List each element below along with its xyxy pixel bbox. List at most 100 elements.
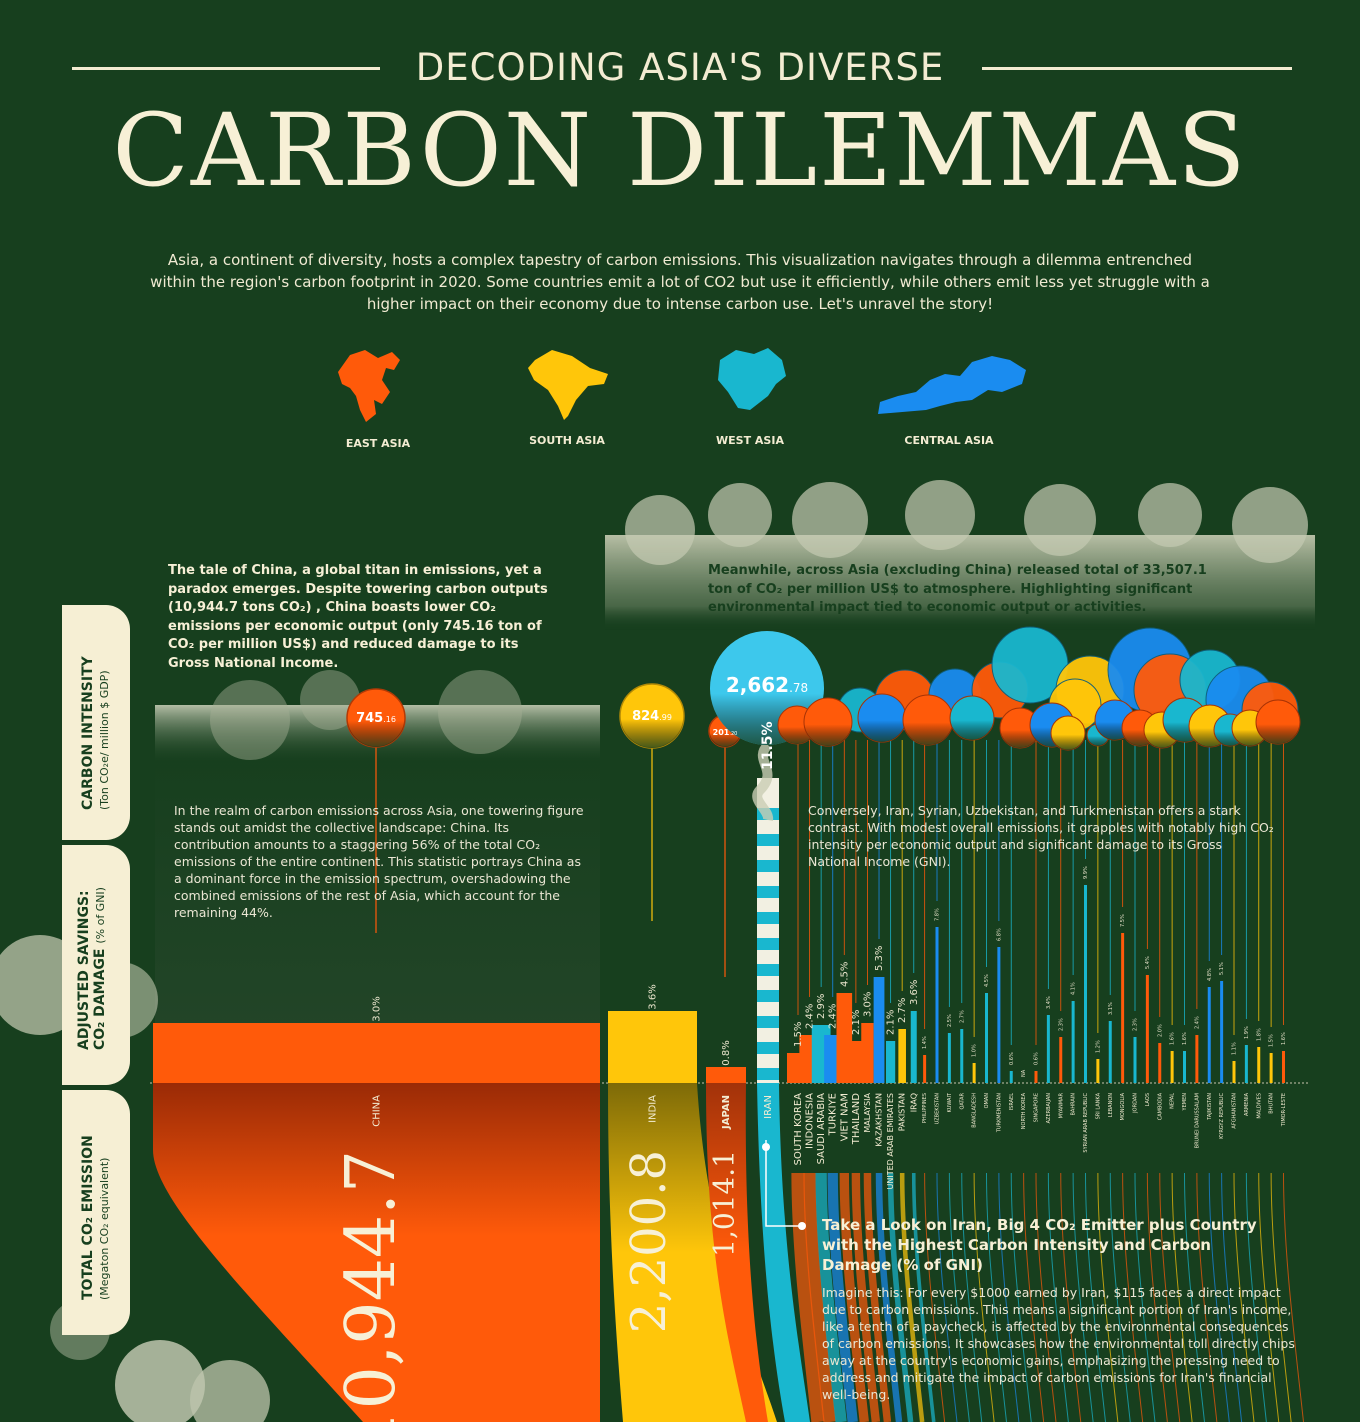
region-label-west: WEST ASIA	[716, 434, 784, 447]
iran-stack-stripe	[757, 912, 779, 924]
central-asia-map-icon	[878, 356, 1026, 414]
damage-bar-afghanistan	[1232, 1061, 1236, 1083]
east-asia-map-icon	[338, 350, 400, 422]
region-legend	[338, 348, 1026, 422]
country-name-afghanistan: AFGHANISTAN	[1232, 1093, 1238, 1129]
country-name-israel: ISRAEL	[1009, 1093, 1015, 1110]
country-name-bhutan: BHUTAN	[1269, 1093, 1275, 1114]
damage-label-azerbaijan: 3.4%	[1046, 996, 1052, 1009]
country-name-philippines: PHILIPPINES	[922, 1093, 928, 1123]
title-rule-right	[982, 67, 1292, 70]
damage-bar-syrian-arab-republic	[1084, 885, 1087, 1083]
total-flow-malaysia	[863, 1172, 892, 1422]
damage-bar-bangladesh	[972, 1063, 976, 1083]
total-flow-pakistan	[899, 1172, 925, 1422]
damage-label-bahrain: 4.1%	[1071, 982, 1077, 995]
country-name-cambodia: CAMBODIA	[1157, 1092, 1163, 1120]
country-name-brunei-darussalam: BRUNEI DARUSSALAM	[1194, 1093, 1200, 1148]
china-tale-text: The tale of China, a global titan in emi…	[168, 563, 548, 671]
china-share-text: In the realm of carbon emissions across …	[174, 803, 584, 920]
side-tab-intensity-title: CARBON INTENSITY	[80, 656, 96, 810]
damage-bar-india	[608, 1011, 697, 1083]
total-flow-uzbekistan	[936, 1172, 958, 1422]
iran-callout-dot	[798, 1222, 806, 1230]
total-flow-syrian-arab-republic	[1085, 1172, 1106, 1422]
country-name-kazakhstan: KAZAKHSTAN	[875, 1093, 884, 1147]
damage-bar-kyrgyz-republic	[1220, 981, 1224, 1083]
damage-label-tajikistan: 4.8%	[1207, 968, 1213, 981]
total-flow-kyrgyz-republic	[1221, 1172, 1243, 1422]
total-flow-bangladesh	[973, 1172, 995, 1422]
damage-bar-united-arab-emirates	[886, 1041, 896, 1083]
iran-smoke	[752, 741, 773, 821]
west-asia-map-icon	[718, 348, 786, 410]
country-name-timor-leste: TIMOR-LESTE	[1281, 1093, 1287, 1127]
country-name-viet-nam: VIET NAM	[839, 1093, 850, 1141]
damage-label-sri-lanka: 1.2%	[1095, 1040, 1101, 1053]
country-name-armenia: ARMENIA	[1244, 1092, 1250, 1116]
damage-label-jordan: 2.3%	[1133, 1018, 1139, 1031]
country-name-syrian-arab-republic: SYRIAN ARAB REPUBLIC	[1083, 1093, 1089, 1153]
damage-bar-iraq	[910, 1011, 917, 1083]
damage-bar-israel	[1009, 1071, 1013, 1083]
damage-label-philippines: 1.4%	[922, 1036, 928, 1049]
total-flow-singapore	[1035, 1172, 1057, 1422]
country-name-lebanon: LEBANON	[1108, 1093, 1114, 1117]
total-flow-brunei-darussalam	[1196, 1172, 1218, 1422]
iran-stack-stripe	[757, 834, 779, 846]
damage-bar-turkmenistan	[997, 947, 1001, 1083]
damage-bar-tajikistan	[1207, 987, 1211, 1083]
iran-stack-stripe	[757, 938, 779, 950]
total-flow-kuwait	[948, 1172, 970, 1422]
damage-bar-viet-nam	[836, 993, 853, 1083]
damage-label-cambodia: 2.0%	[1157, 1024, 1163, 1037]
damage-label-laos: 5.4%	[1145, 956, 1151, 969]
country-name-pakistan: PAKISTAN	[898, 1093, 907, 1131]
damage-bar-iran	[757, 778, 779, 1083]
total-flow-turkmenistan	[998, 1172, 1020, 1422]
total-flow-indonesia	[803, 1172, 836, 1422]
total-flow-armenia	[1245, 1172, 1267, 1422]
side-tab-savings: ADJUSTED SAVINGS: CO₂ DAMAGE (% of GNI)	[62, 845, 130, 1085]
damage-label-maldives: 1.8%	[1256, 1028, 1262, 1041]
iran-heading: Take a Look on Iran, Big 4 CO₂ Emitter p…	[822, 1216, 1257, 1274]
total-flow-bhutan	[1270, 1172, 1292, 1422]
total-flow-tajikistan	[1208, 1172, 1230, 1422]
damage-bar-yemen	[1183, 1051, 1186, 1083]
damage-bar-cambodia	[1158, 1043, 1162, 1083]
iran-stack-stripe	[757, 886, 779, 898]
country-name-iran: IRAN	[763, 1095, 774, 1119]
rest-of-asia-text: Meanwhile, across Asia (excluding China)…	[708, 563, 1207, 615]
total-flow-israel	[1010, 1172, 1032, 1422]
country-name-mongolia: MONGOLIA	[1120, 1092, 1126, 1120]
damage-label-viet-nam: 4.5%	[839, 962, 850, 987]
total-flow-iran	[757, 1083, 810, 1422]
damage-label-kyrgyz-republic: 5.1%	[1219, 962, 1225, 975]
damage-label-iraq: 3.6%	[909, 980, 920, 1005]
total-flow-south-korea	[791, 1172, 825, 1422]
damage-label-turkiye: 2.4%	[828, 1004, 839, 1029]
damage-bar-uzbekistan	[935, 927, 939, 1083]
title-rule-left	[72, 67, 380, 70]
damage-bar-kazakhstan	[873, 977, 885, 1083]
country-name-saudi-arabia: SAUDI ARABIA	[816, 1093, 827, 1165]
damage-label-pakistan: 2.7%	[897, 998, 908, 1023]
damage-bar-mongolia	[1121, 933, 1125, 1083]
damage-label-yemen: 1.6%	[1182, 1032, 1188, 1045]
country-name-china: CHINA	[372, 1095, 383, 1127]
contrast-text: Conversely, Iran, Syrian, Uzbekistan, an…	[808, 803, 1274, 869]
total-flow-cambodia	[1159, 1172, 1181, 1422]
kicker: DECODING ASIA'S DIVERSE	[415, 46, 945, 89]
damage-label-turkmenistan: 6.8%	[996, 928, 1002, 941]
damage-label-oman: 4.5%	[984, 974, 990, 987]
total-flow-thailand	[851, 1172, 881, 1422]
damage-bar-lebanon	[1108, 1021, 1112, 1083]
damage-label-united-arab-emirates: 2.1%	[886, 1010, 897, 1035]
side-tab-intensity: CARBON INTENSITY (Ton CO₂e/ million $ GD…	[62, 605, 130, 840]
iran-callout-line	[765, 1140, 800, 1227]
damage-label-mongolia: 7.5%	[1120, 914, 1126, 927]
damage-label-bhutan: 1.5%	[1269, 1034, 1275, 1047]
total-flow-philippines	[924, 1172, 946, 1422]
total-flow-sri-lanka	[1097, 1172, 1119, 1422]
country-name-north-korea: NORTH KOREA	[1021, 1092, 1027, 1129]
